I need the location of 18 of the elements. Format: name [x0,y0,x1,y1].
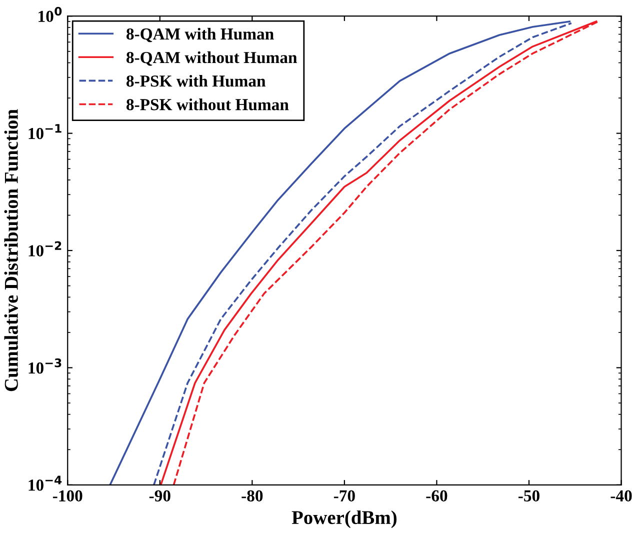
y-axis-title: Cumulative Distribution Function [4,109,18,392]
x-tick-label: -100 [52,490,82,502]
x-tick-label: -50 [518,490,540,502]
y-tick-label: 10$^{−4}$ [28,476,62,491]
y-tick-label: 10$^{−1}$ [28,124,62,140]
x-tick-label: -70 [334,490,355,502]
y-tick-label: 10$^{0}$ [38,6,62,22]
y-tick-label: 10$^{−3}$ [28,358,62,374]
x-axis-title: Power(dBm) [292,510,397,528]
x-tick-label: -40 [610,490,632,502]
x-tick-label: -80 [242,490,263,502]
legend-label: 8-PSK with Human [126,74,266,87]
x-tick-label: -90 [149,490,170,502]
legend-label: 8-PSK without Human [126,98,289,110]
legend-label: 8-QAM with Human [126,28,274,42]
y-tick-label: 10$^{−2}$ [28,241,62,256]
x-tick-label: -60 [426,490,448,502]
legend-label: 8-QAM without Human [126,51,298,66]
